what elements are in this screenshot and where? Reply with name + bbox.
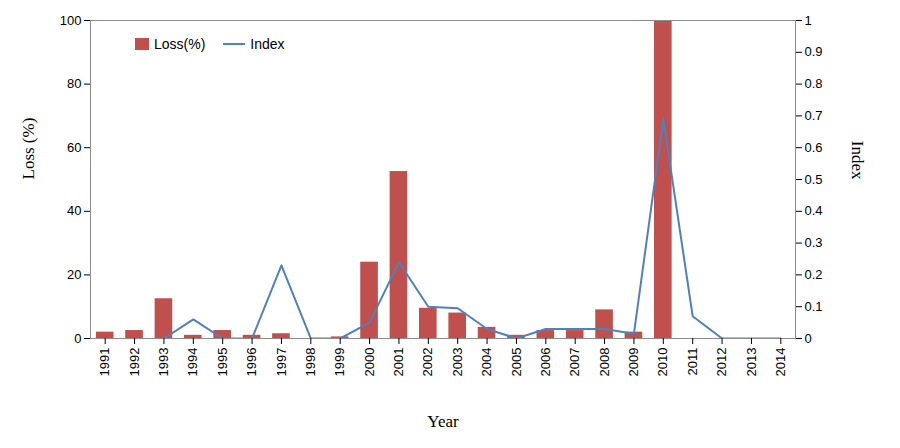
svg-text:2003: 2003 <box>450 348 465 377</box>
svg-text:2014: 2014 <box>773 348 788 377</box>
svg-text:2006: 2006 <box>538 348 553 377</box>
html-text:Index: Index <box>250 36 285 52</box>
svg-text:0.6: 0.6 <box>805 140 823 155</box>
svg-text:1997: 1997 <box>274 348 289 377</box>
svg-text:2010: 2010 <box>655 348 670 377</box>
svg-text:2004: 2004 <box>479 348 494 377</box>
svg-text:1995: 1995 <box>215 348 230 377</box>
svg-text:2002: 2002 <box>420 348 435 377</box>
svg-text:1: 1 <box>805 13 812 28</box>
svg-text:1998: 1998 <box>303 348 318 377</box>
svg-text:2000: 2000 <box>362 348 377 377</box>
svg-text:2011: 2011 <box>685 348 700 376</box>
svg-text:40: 40 <box>67 203 81 218</box>
svg-text:60: 60 <box>67 140 81 155</box>
svg-text:Index: Index <box>848 141 867 180</box>
svg-text:0.5: 0.5 <box>805 172 823 187</box>
svg-text:2008: 2008 <box>597 348 612 377</box>
svg-text:20: 20 <box>67 267 81 282</box>
svg-text:1993: 1993 <box>156 348 171 377</box>
svg-text:1992: 1992 <box>127 348 142 377</box>
svg-text:0.2: 0.2 <box>805 267 823 282</box>
svg-text:80: 80 <box>67 76 81 91</box>
svg-text:1996: 1996 <box>244 348 259 377</box>
svg-text:1994: 1994 <box>185 348 200 377</box>
svg-text:2007: 2007 <box>567 348 582 377</box>
svg-text:0.9: 0.9 <box>805 44 823 59</box>
svg-text:Year: Year <box>427 412 459 431</box>
html-text:Loss(%): Loss(%) <box>154 36 206 52</box>
svg-text:Loss (%): Loss (%) <box>19 118 38 180</box>
svg-text:0.7: 0.7 <box>805 108 823 123</box>
svg-text:0.3: 0.3 <box>805 235 823 250</box>
svg-text:2005: 2005 <box>509 348 524 377</box>
svg-text:0.4: 0.4 <box>805 203 823 218</box>
svg-text:0.1: 0.1 <box>805 299 823 314</box>
svg-text:0: 0 <box>74 331 81 346</box>
svg-text:0.8: 0.8 <box>805 76 823 91</box>
svg-text:0: 0 <box>805 331 812 346</box>
svg-text:2012: 2012 <box>714 348 729 377</box>
svg-text:2001: 2001 <box>391 348 406 377</box>
svg-text:100: 100 <box>60 13 82 28</box>
svg-text:1991: 1991 <box>97 348 112 377</box>
svg-text:2009: 2009 <box>626 348 641 377</box>
svg-text:2013: 2013 <box>744 348 759 377</box>
svg-text:1999: 1999 <box>332 348 347 377</box>
